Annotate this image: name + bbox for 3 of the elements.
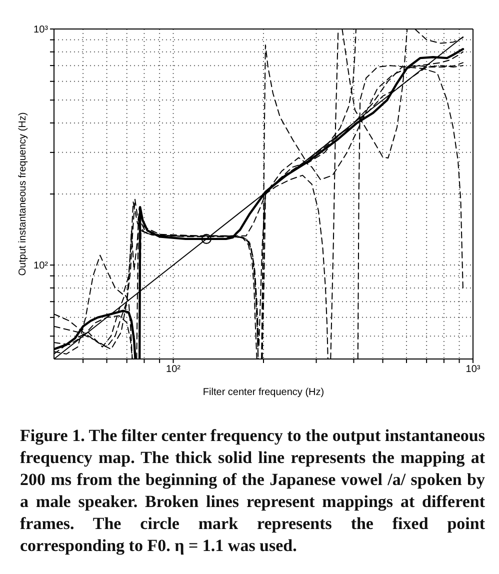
x-axis-title: Filter center frequency (Hz) bbox=[202, 387, 324, 398]
y-axis-title: Output instantaneous frequency (Hz) bbox=[18, 112, 29, 276]
caption: Figure 1. The filter center frequency to the output instantaneous frequency map. The thick solid line represents the mapping at 200 ms from the beginning of the Japanese vowel /a/ spoken by a male speaker. Broken lines represent mappings at different frames. The circle mark represents the fixed point corresponding to F0. η = 1.1 was used. bbox=[20, 425, 485, 557]
